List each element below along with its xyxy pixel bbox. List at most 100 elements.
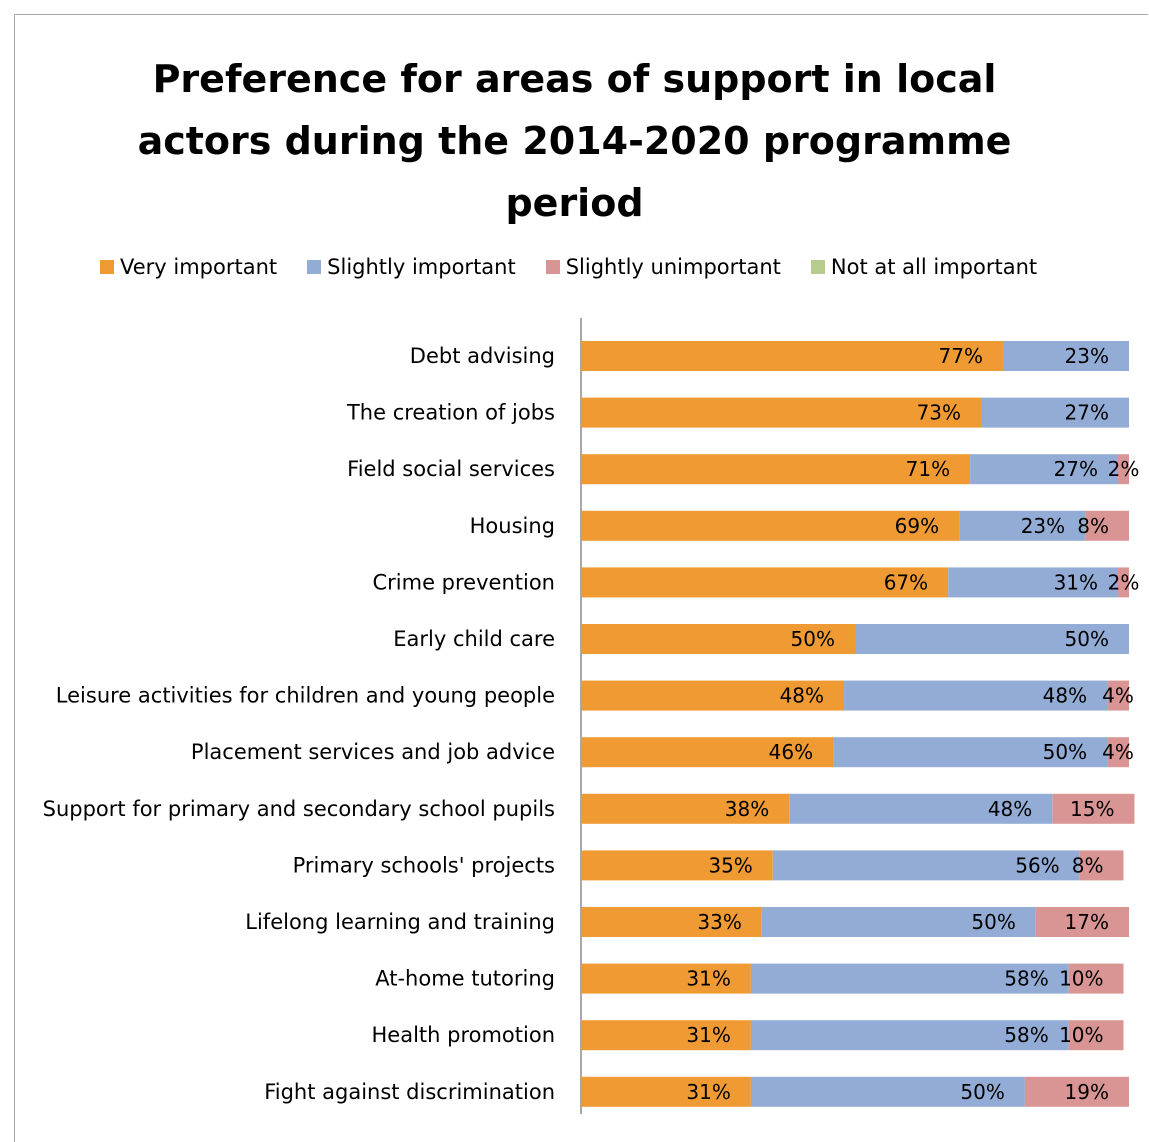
- bar-segment: [959, 510, 1086, 541]
- data-label: 73%: [917, 401, 961, 425]
- bar-segment: [1079, 850, 1124, 881]
- bar-segment: [581, 341, 1003, 371]
- chart-title-line: period: [505, 181, 644, 225]
- data-label: 58%: [1004, 1023, 1048, 1047]
- bar-segment: [981, 397, 1129, 428]
- data-label: 38%: [725, 797, 769, 821]
- data-label: 56%: [1015, 853, 1059, 877]
- data-label: 19%: [1065, 1080, 1109, 1104]
- bar-segment: [581, 567, 949, 598]
- bar-segment: [581, 1076, 751, 1107]
- data-label: 50%: [1043, 740, 1087, 764]
- category-label: The creation of jobs: [346, 401, 555, 425]
- bar-segment: [1107, 737, 1129, 768]
- category-label: Placement services and job advice: [191, 740, 555, 764]
- bar-segment: [833, 737, 1108, 768]
- category-label: Lifelong learning and training: [245, 910, 555, 934]
- data-label: 31%: [686, 967, 730, 991]
- data-label: 48%: [1043, 684, 1087, 708]
- category-label: Leisure activities for children and youn…: [56, 684, 555, 708]
- data-label: 50%: [971, 910, 1015, 934]
- bar-segment: [1118, 454, 1129, 485]
- bar-segment: [970, 454, 1119, 485]
- bar-segment: [1107, 680, 1129, 711]
- bar-segment: [581, 397, 982, 428]
- legend: Very important Slightly important Slight…: [100, 252, 1067, 282]
- data-label: 10%: [1059, 967, 1103, 991]
- bar-segment: [844, 680, 1108, 711]
- legend-swatch: [810, 260, 825, 274]
- legend-label: Slightly important: [327, 255, 516, 279]
- category-label: Crime prevention: [373, 570, 556, 594]
- legend-label: Slightly unimportant: [565, 255, 781, 279]
- data-label: 33%: [697, 910, 741, 934]
- bar-segment: [948, 567, 1119, 598]
- data-label: 4%: [1102, 740, 1134, 764]
- bar-segment: [581, 793, 790, 824]
- bar-segment: [750, 963, 1069, 994]
- data-label: 48%: [988, 797, 1032, 821]
- legend-item: Very important: [100, 255, 277, 279]
- bar-segment: [581, 850, 773, 881]
- data-label: 17%: [1065, 910, 1109, 934]
- chart-title-line: Preference for areas of support in local: [152, 57, 997, 101]
- bar-segment: [581, 680, 845, 711]
- bar-segment: [761, 907, 1036, 937]
- category-label: Early child care: [393, 627, 555, 651]
- category-label: Primary schools' projects: [293, 853, 555, 877]
- data-label: 58%: [1004, 967, 1048, 991]
- bar-segment: [581, 454, 971, 485]
- data-label: 48%: [780, 684, 824, 708]
- data-label: 2%: [1108, 570, 1140, 594]
- category-label: Debt advising: [410, 344, 555, 368]
- data-label: 2%: [1108, 457, 1140, 481]
- bar-segment: [581, 510, 960, 541]
- data-label: 35%: [708, 853, 752, 877]
- bar-segment: [855, 624, 1129, 654]
- bar-segment: [1002, 341, 1129, 371]
- data-label: 77%: [939, 344, 983, 368]
- bar-segment: [581, 737, 834, 768]
- bar-segment: [1068, 963, 1124, 994]
- bar-segment: [581, 963, 751, 994]
- bar-segment: [581, 907, 762, 937]
- bar-segment: [581, 624, 855, 654]
- bar-segment: [750, 1020, 1069, 1051]
- data-label: 67%: [884, 570, 928, 594]
- bar-segment: [581, 1020, 751, 1051]
- bar-segment: [1085, 510, 1129, 541]
- legend-item: Not at all important: [810, 255, 1038, 279]
- chart-area: [14, 14, 1148, 1142]
- data-label: 4%: [1102, 684, 1134, 708]
- data-label: 31%: [686, 1080, 730, 1104]
- data-label: 31%: [1054, 570, 1098, 594]
- legend-label: Not at all important: [830, 255, 1038, 279]
- legend-item: Slightly unimportant: [545, 255, 781, 279]
- data-label: 15%: [1070, 797, 1114, 821]
- legend-swatch: [100, 260, 114, 274]
- data-label: 50%: [791, 627, 835, 651]
- legend-swatch: [545, 260, 560, 274]
- data-label: 10%: [1059, 1023, 1103, 1047]
- bar-segment: [1052, 793, 1135, 824]
- category-label: Field social services: [347, 457, 555, 481]
- data-label: 69%: [895, 514, 939, 538]
- bar-segment: [772, 850, 1080, 881]
- data-label: 71%: [906, 457, 950, 481]
- category-label: Fight against discrimination: [264, 1080, 555, 1104]
- category-label: Housing: [470, 514, 555, 538]
- bar-segment: [1024, 1076, 1129, 1107]
- category-label: Support for primary and secondary school…: [43, 797, 555, 821]
- chart-title-line: actors during the 2014-2020 programme: [137, 119, 1012, 163]
- data-label: 8%: [1077, 514, 1109, 538]
- category-label: Health promotion: [371, 1023, 555, 1047]
- legend-label: Very important: [120, 255, 278, 279]
- bar-segment: [1068, 1020, 1124, 1051]
- bar-segment: [789, 793, 1053, 824]
- data-label: 23%: [1065, 344, 1109, 368]
- category-label: At-home tutoring: [375, 967, 555, 991]
- data-label: 31%: [686, 1023, 730, 1047]
- data-label: 23%: [1021, 514, 1065, 538]
- bar-segment: [1118, 567, 1129, 598]
